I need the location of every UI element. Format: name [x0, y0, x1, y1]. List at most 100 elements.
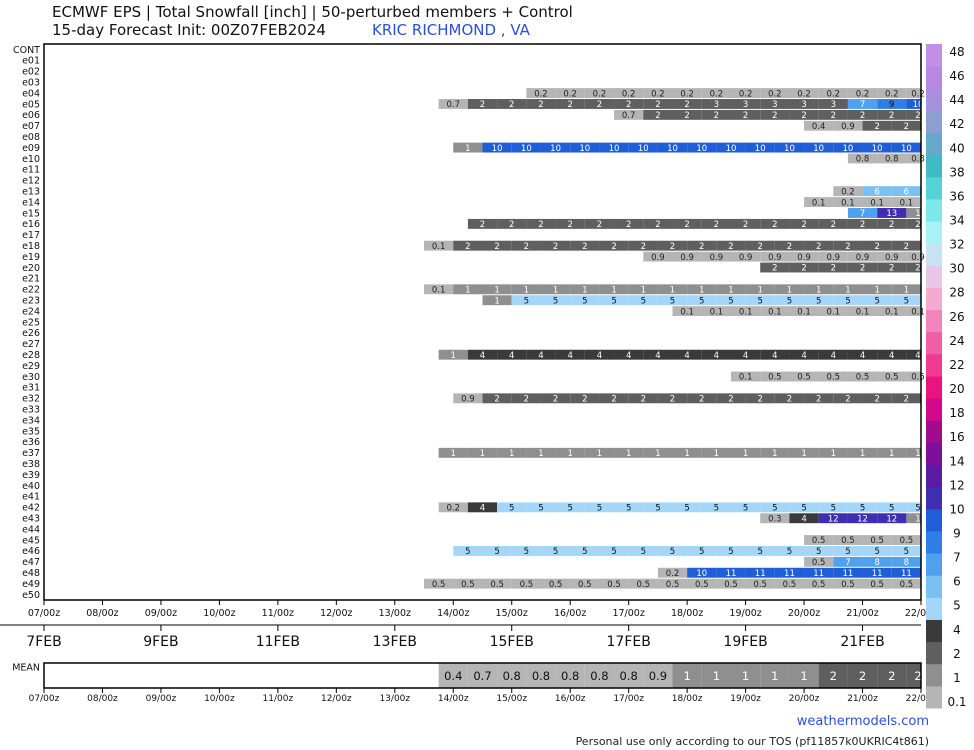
cell-value: 0.1	[885, 307, 899, 317]
snow-cell	[424, 240, 454, 251]
cell-value: 1	[772, 449, 777, 459]
snow-cell	[877, 208, 907, 218]
mean-value: 0.8	[620, 669, 638, 683]
cell-value: 4	[538, 351, 543, 361]
snow-cell	[760, 513, 790, 524]
cell-value: 1	[641, 285, 646, 295]
member-label: e43	[22, 514, 40, 525]
snow-cell	[906, 447, 921, 458]
colorbar-segment	[926, 553, 942, 576]
member-label: e24	[22, 306, 40, 317]
colorbar-label: 28	[949, 286, 964, 300]
cell-value: 3	[714, 100, 719, 110]
snow-cell	[614, 218, 644, 229]
snow-cell	[818, 251, 848, 262]
cell-value: 2	[874, 122, 879, 132]
mean-cell	[701, 663, 731, 688]
snow-cell	[511, 240, 541, 251]
cell-value: 2	[743, 220, 748, 230]
cell-value: 1	[465, 285, 470, 295]
cell-value: 1	[494, 296, 499, 306]
snow-cell	[467, 218, 498, 229]
snow-cell	[833, 197, 863, 208]
x-tick-label: 21/00z	[846, 608, 878, 619]
colorbar-segment	[926, 44, 942, 67]
cell-value: 4	[567, 351, 572, 361]
colorbar-segment	[926, 221, 942, 244]
snow-cell	[526, 502, 556, 513]
mean-plot: MEAN 0.4 0.7 0.8 0.8 0.8 0.8 0.8 0.9 1 1 1 1 1 2 2 2 2 07/…	[12, 662, 937, 704]
cell-value: 12	[886, 514, 897, 524]
snow-cell	[833, 142, 863, 153]
cell-value: 5	[582, 547, 587, 557]
snow-cell	[657, 578, 688, 589]
colorbar-label: 10	[949, 502, 964, 516]
cell-value: 2	[728, 395, 733, 405]
snow-cell	[599, 545, 629, 556]
snow-cell	[862, 567, 892, 578]
snow-cell	[701, 88, 731, 99]
cell-value: 2	[655, 100, 660, 110]
cell-value: 2	[670, 242, 675, 252]
cell-value: 0.5	[797, 373, 811, 383]
colorbar-segment	[926, 176, 942, 200]
cell-value: 5	[509, 504, 514, 514]
cell-value: 2	[567, 100, 572, 110]
cell-value: 10	[521, 144, 532, 154]
cell-value: 10	[696, 569, 707, 579]
snow-cell	[891, 578, 921, 589]
cell-value: 0.5	[666, 580, 680, 590]
member-label: e08	[22, 132, 40, 143]
cell-value: 2	[816, 395, 821, 405]
mean-value: 0.8	[503, 669, 521, 683]
cell-value: 2	[509, 100, 514, 110]
mean-value: 2	[859, 669, 866, 683]
cell-value: 1	[915, 449, 920, 459]
member-label: e03	[22, 77, 40, 88]
colorbar-label: 7	[953, 551, 961, 565]
snow-cell	[482, 284, 512, 295]
snow-cell	[877, 447, 907, 458]
colorbar: 0.11245679101214161820222426283032343638…	[926, 44, 967, 709]
credit-link[interactable]: weathermodels.com	[796, 714, 929, 729]
snow-cell	[701, 306, 731, 317]
cell-value: 2	[626, 220, 631, 230]
snow-cell	[833, 535, 863, 545]
colorbar-segment	[926, 420, 942, 443]
snow-cell	[570, 393, 600, 404]
cell-value: 2	[915, 220, 920, 230]
snow-cell	[584, 447, 615, 458]
snow-cell	[672, 88, 702, 99]
cell-value: 5	[582, 296, 587, 306]
cell-value: 2	[714, 111, 719, 121]
cell-value: 1	[611, 285, 616, 295]
snow-cell	[540, 142, 571, 153]
x-tick-label: 10/00z	[203, 608, 235, 619]
mean-x-tick-label: 20/00z	[789, 694, 820, 704]
snow-cell	[818, 513, 848, 524]
cell-value: 2	[831, 111, 836, 121]
colorbar-segment	[926, 685, 942, 709]
x-tick-label: 17/00z	[612, 608, 644, 619]
cell-value: 5	[553, 296, 558, 306]
snow-cell	[555, 502, 585, 513]
snow-cell	[599, 295, 629, 306]
snow-cell	[906, 502, 921, 513]
snow-cell	[701, 447, 731, 458]
cell-value: 2	[509, 220, 514, 230]
cell-value: 4	[772, 351, 777, 361]
snow-cell	[687, 142, 717, 153]
member-label: e27	[22, 339, 40, 350]
colorbar-label: 48	[949, 45, 964, 59]
date-label: 7FEB	[26, 634, 61, 650]
snow-cell	[804, 535, 834, 545]
cell-value: 2	[553, 395, 558, 405]
mean-cell	[730, 663, 761, 688]
mean-x-tick-label: 21/00z	[847, 694, 878, 704]
mean-x-tick-label: 14/00z	[438, 694, 469, 704]
cell-value: 11	[901, 569, 912, 579]
snow-cell	[482, 578, 512, 589]
snow-cell	[657, 545, 688, 556]
snow-cell	[760, 447, 790, 458]
cell-value: 5	[816, 296, 821, 306]
